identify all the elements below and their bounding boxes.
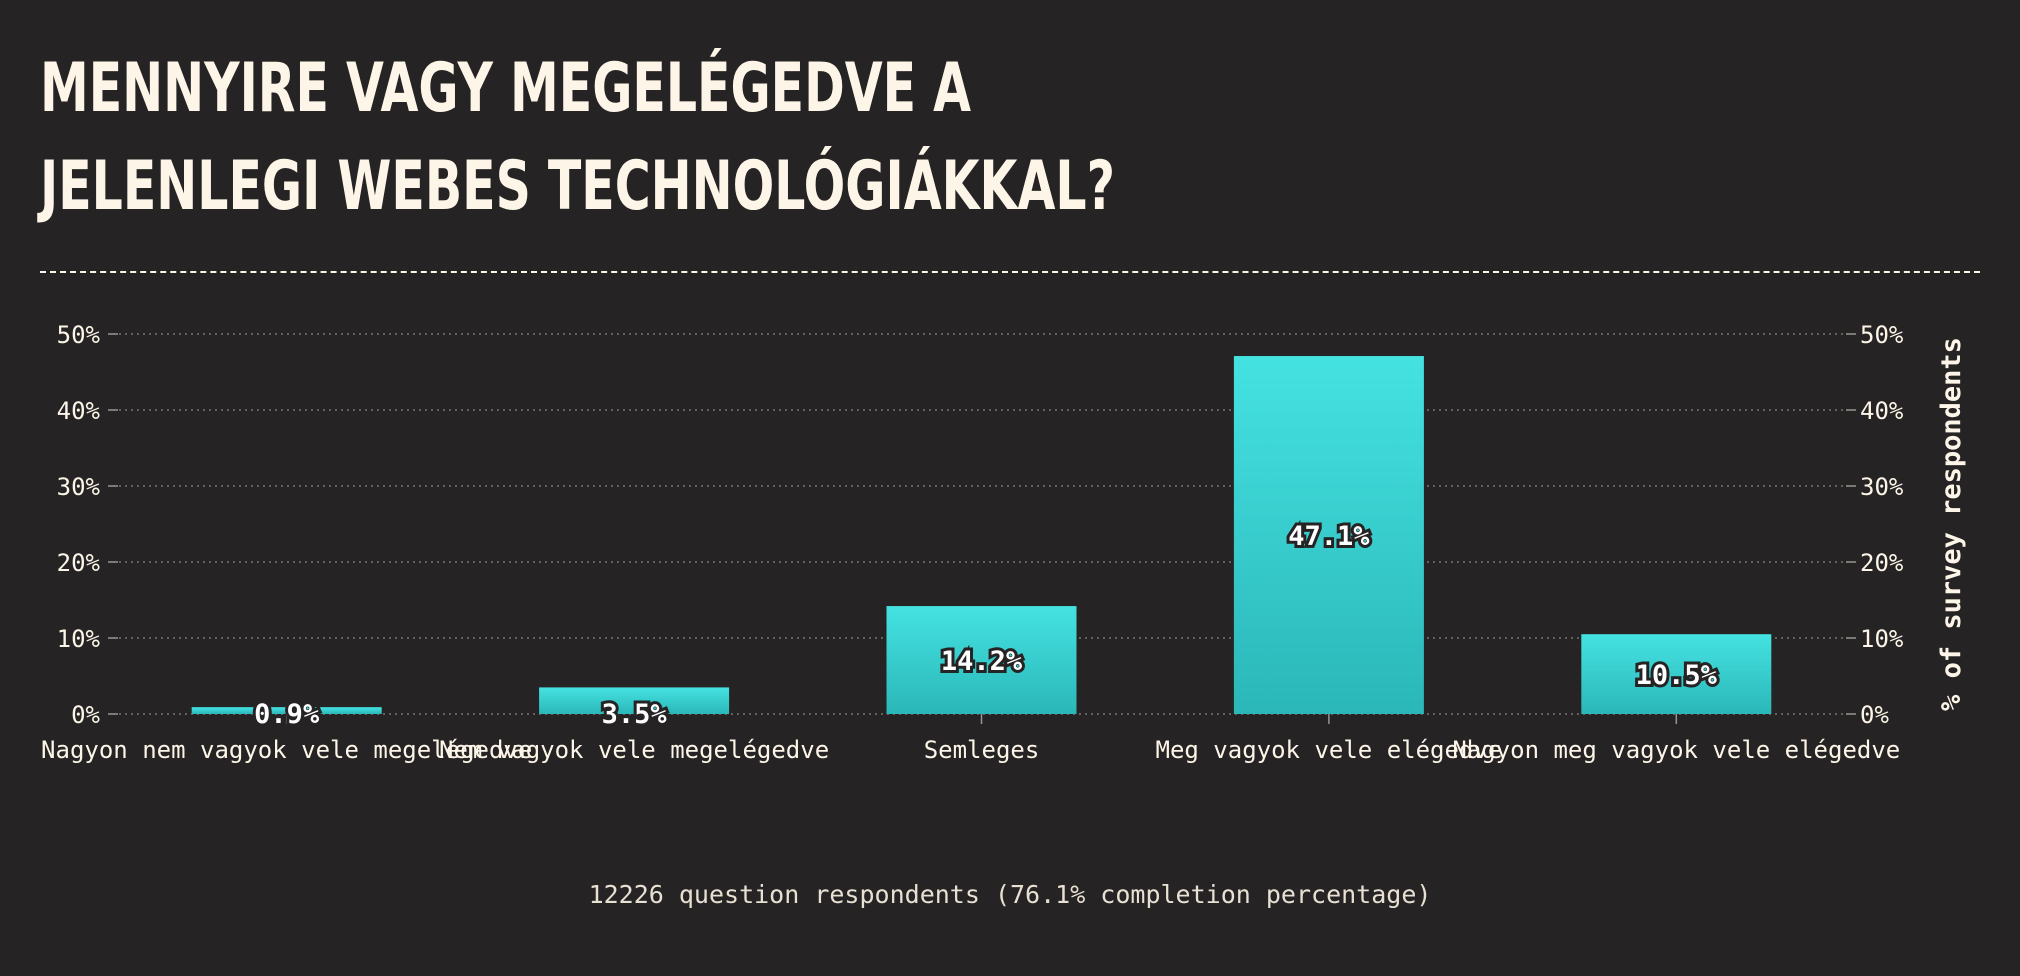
y-tick-label-left: 40% [57,397,101,425]
y-tick-label-left: 10% [57,625,101,653]
y-tick-label-left: 0% [71,701,100,729]
y-tick-label-right: 30% [1860,473,1904,501]
bar [1233,356,1424,714]
title-divider [40,271,1980,273]
bar [191,707,382,714]
y-axis-label: % of survey respondents [1936,337,1967,711]
respondents-footer: 12226 question respondents (76.1% comple… [588,880,1432,909]
bars [191,356,1772,714]
y-tick-label-left: 20% [57,549,101,577]
bar-chart: 0% 10% 20% 30% 40% 50% 0% 10% 20% 30% 40% 50% Nagy… [41,321,1967,764]
x-tick-label: Nagyon nem vagyok vele megelégedve [41,736,532,764]
y-tick-label-right: 0% [1860,701,1889,729]
value-label: 14.2% [941,646,1023,677]
value-label: 47.1% [1288,521,1370,552]
bar [539,687,730,714]
x-tick-label: Nem vagyok vele megelégedve [439,736,829,764]
y-tick-label-right: 20% [1860,549,1904,577]
y-tick-label-right: 50% [1860,321,1904,349]
value-label: 0.9% [254,699,320,730]
x-tick-label: Nagyon meg vagyok vele elégedve [1452,736,1900,764]
value-labels: 0.9% 3.5% 14.2% 47.1% 10.5% [251,518,1720,733]
y-axis-right: 0% 10% 20% 30% 40% 50% [1846,321,1904,729]
value-label: 10.5% [1636,660,1718,691]
value-label: 3.5% [602,699,668,730]
y-tick-label-left: 30% [57,473,101,501]
chart-title: Mennyire vagy megelégedve a jelenlegi we… [40,49,1115,226]
bar [1581,634,1772,714]
y-tick-label-right: 40% [1860,397,1904,425]
y-axis-left: 0% 10% 20% 30% 40% 50% [57,321,118,729]
x-tick-label: Meg vagyok vele elégedve [1156,736,1503,764]
bar [886,606,1077,714]
x-tick-label: Semleges [924,736,1040,764]
grid-lines [113,333,1850,715]
y-tick-label-left: 50% [57,321,101,349]
y-tick-label-right: 10% [1860,625,1904,653]
